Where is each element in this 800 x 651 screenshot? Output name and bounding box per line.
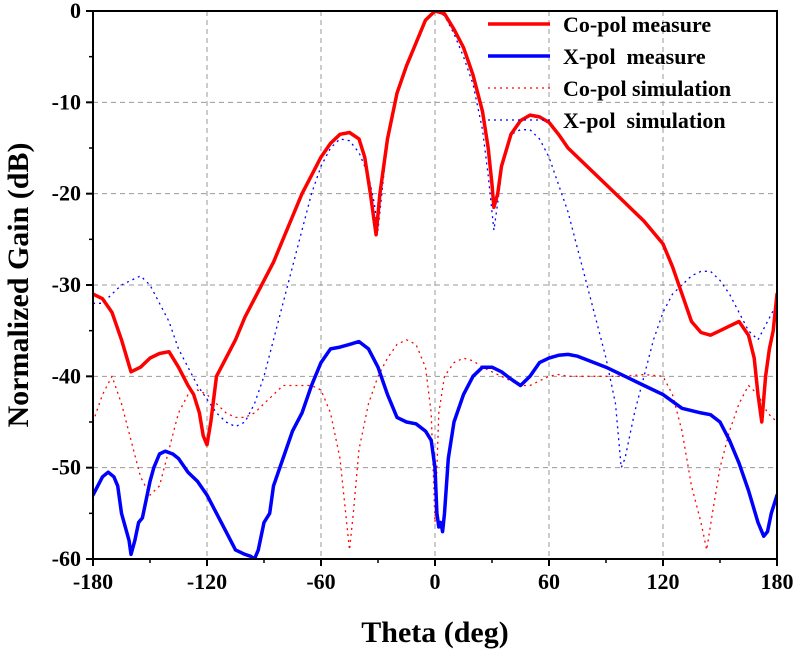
x-tick-label: -180 bbox=[73, 569, 113, 594]
x-tick-label: -120 bbox=[187, 569, 227, 594]
legend-label: Co-pol measure bbox=[563, 12, 711, 37]
x-tick-label: 180 bbox=[761, 569, 794, 594]
y-tick-label: 0 bbox=[70, 0, 81, 23]
legend-label: X-pol simulation bbox=[563, 108, 726, 133]
x-tick-label: 0 bbox=[430, 569, 441, 594]
legend-label: X-pol measure bbox=[563, 44, 706, 69]
ticks: -180 -120 -60 0 60 120 180 0 -10 -20 -30 -40 -50 -60 bbox=[52, 0, 794, 594]
legend-label: Co-pol simulation bbox=[563, 76, 731, 101]
y-tick-label: -50 bbox=[52, 455, 81, 480]
x-tick-label: 60 bbox=[538, 569, 560, 594]
series-line-co-pol-simulation bbox=[93, 339, 777, 551]
y-axis-title: Normalized Gain (dB) bbox=[2, 143, 35, 428]
y-tick-label: -40 bbox=[52, 363, 81, 388]
series-line-co-pol-measure bbox=[93, 11, 777, 447]
series-layer bbox=[93, 11, 777, 559]
series-line-x-pol-measure bbox=[93, 339, 777, 559]
x-tick-label: -60 bbox=[306, 569, 335, 594]
x-tick-label: 120 bbox=[647, 569, 680, 594]
y-tick-label: -60 bbox=[52, 546, 81, 571]
y-tick-label: -10 bbox=[52, 89, 81, 114]
y-tick-label: -30 bbox=[52, 272, 81, 297]
x-axis-title: Theta (deg) bbox=[361, 616, 508, 649]
legend: Co-pol measure X-pol measure Co-pol simula… bbox=[488, 12, 731, 133]
y-tick-label: -20 bbox=[52, 181, 81, 206]
